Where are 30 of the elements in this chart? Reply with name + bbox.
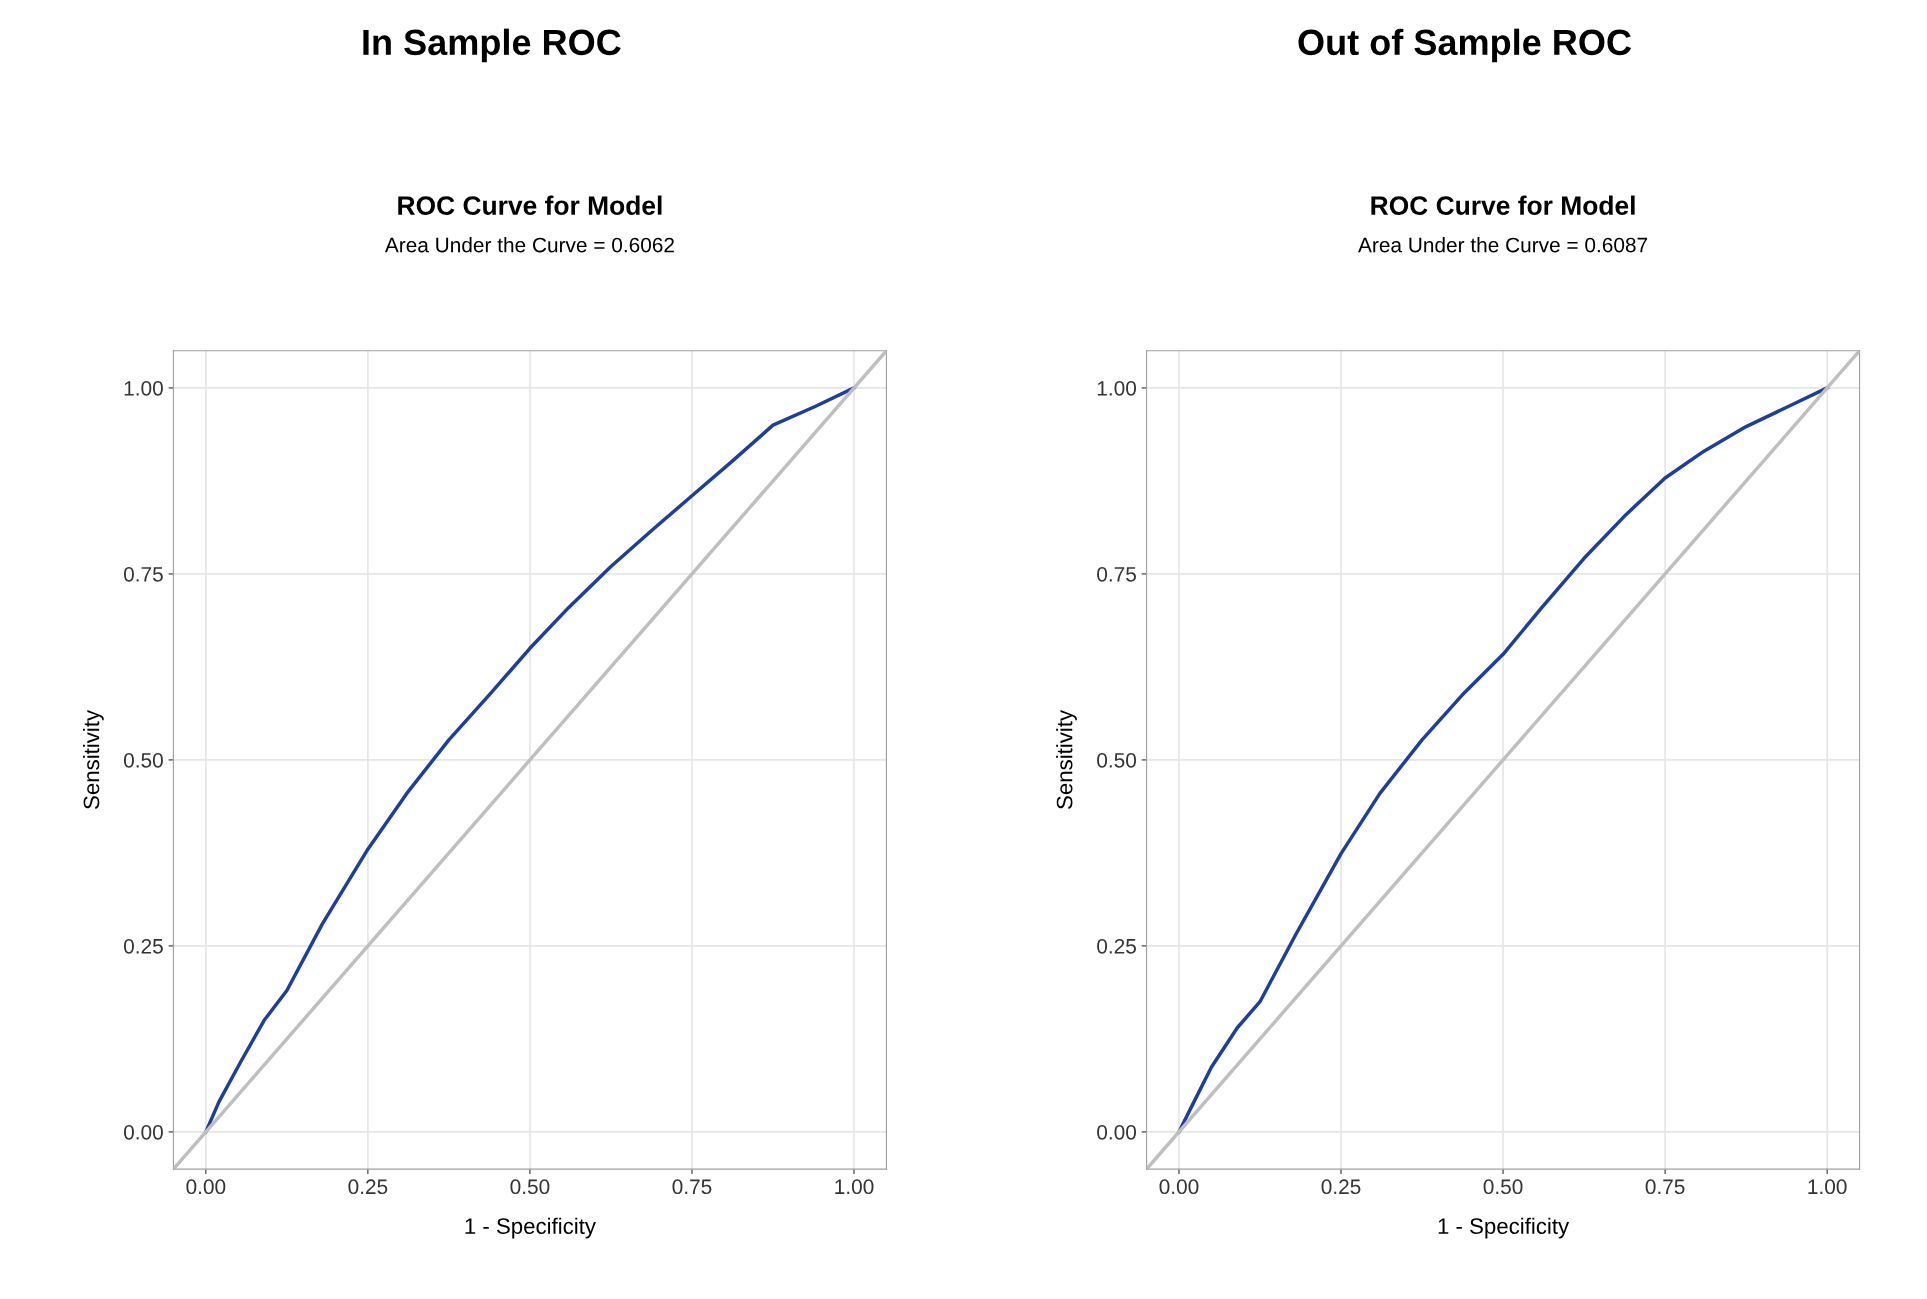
y-tick-label: 0.75 xyxy=(123,566,163,582)
x-tick-label: 0.50 xyxy=(510,1179,550,1195)
x-tick-label: 0.25 xyxy=(348,1179,388,1195)
y-tick-label: 0.00 xyxy=(123,1124,163,1140)
x-tick-label: 0.75 xyxy=(672,1179,712,1195)
text: Area Under the Curve = 0.6087 xyxy=(1358,237,1648,253)
y-tick-label: 1.00 xyxy=(124,380,163,396)
chart-title: Out of Sample ROC xyxy=(1298,28,1632,63)
x-tick-label: 1.00 xyxy=(1808,1179,1847,1195)
x-axis-title: 1 - Specificity xyxy=(1438,1217,1570,1239)
y-tick-label: 1.00 xyxy=(1097,380,1137,396)
x-tick-label: 0.50 xyxy=(1483,1179,1523,1195)
x-tick-label: 0.75 xyxy=(1645,1179,1685,1195)
text: Area Under the Curve = 0.6062 xyxy=(384,237,674,253)
y-tick-label: 0.50 xyxy=(123,752,163,768)
y-tick-label: 0.50 xyxy=(1097,752,1137,768)
x-tick-label: 0.00 xyxy=(1159,1179,1199,1195)
y-axis-title: Sensitivity xyxy=(1056,709,1077,809)
y-tick-label: 0.75 xyxy=(1097,566,1136,582)
y-tick-label: 0.25 xyxy=(1097,938,1136,954)
chart-title: In Sample ROC xyxy=(363,28,621,63)
x-tick-label: 0.25 xyxy=(1321,1179,1361,1195)
y-tick-label: 0.00 xyxy=(1097,1124,1137,1140)
x-tick-label: 1.00 xyxy=(835,1179,874,1195)
y-axis-title: Sensitivity xyxy=(83,709,104,809)
chart-subtitle: ROC Curve for Model xyxy=(1371,195,1635,215)
x-tick-label: 0.00 xyxy=(186,1179,226,1195)
y-tick-label: 0.25 xyxy=(123,938,163,954)
chart-subtitle: ROC Curve for Model xyxy=(398,195,662,215)
x-axis-title: 1 - Specificity xyxy=(465,1217,596,1239)
